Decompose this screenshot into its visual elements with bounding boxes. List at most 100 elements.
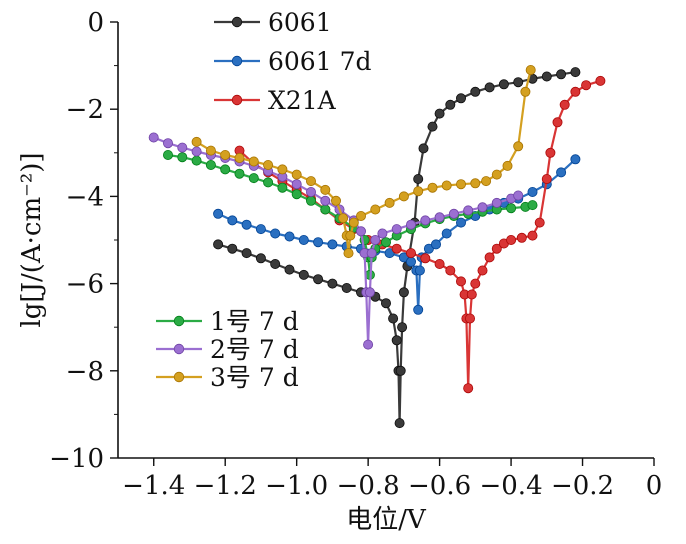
data-point [441, 180, 452, 191]
data-point [391, 243, 402, 254]
data-point [448, 208, 459, 219]
data-point [241, 248, 252, 259]
data-point [581, 80, 592, 91]
data-point [277, 182, 288, 193]
data-point [556, 167, 567, 178]
y-tick-label: −2 [66, 95, 104, 125]
data-point [284, 264, 295, 275]
data-point [470, 86, 481, 97]
data-point [427, 121, 438, 132]
data-point [320, 195, 331, 206]
data-point [305, 186, 316, 197]
data-point [205, 145, 216, 156]
data-point [395, 365, 406, 376]
data-point [327, 239, 338, 250]
data-point [313, 237, 324, 248]
data-point [405, 219, 416, 230]
data-point [491, 169, 502, 180]
data-point [162, 138, 173, 149]
data-point [345, 230, 356, 241]
data-point [327, 278, 338, 289]
data-point [477, 265, 488, 276]
data-point [413, 186, 424, 197]
data-point [248, 156, 259, 167]
data-point [552, 117, 563, 128]
data-point [191, 136, 202, 147]
data-point [477, 202, 488, 213]
data-point [364, 287, 375, 298]
data-point [291, 169, 302, 180]
data-point [463, 383, 474, 394]
data-point [463, 205, 474, 216]
legend-item: 1号 7 d [156, 307, 299, 336]
data-point [162, 149, 173, 160]
data-point [464, 313, 475, 324]
data-point [430, 239, 441, 250]
y-axis-title: lg[J/(A·cm⁻²)] [17, 152, 47, 327]
y-tick-label: −8 [66, 357, 104, 387]
data-point [291, 189, 302, 200]
data-point [541, 71, 552, 82]
data-point [527, 200, 538, 211]
x-tick-label: 0 [646, 471, 663, 501]
data-point [455, 93, 466, 104]
data-point [398, 287, 409, 298]
data-point [466, 289, 477, 300]
legend-item: 6061 7d [214, 47, 371, 76]
data-point [427, 182, 438, 193]
data-point [502, 160, 513, 171]
data-point [394, 418, 405, 429]
series-5 [191, 65, 536, 259]
data-point [527, 186, 538, 197]
x-tick-label: −1.0 [265, 471, 328, 501]
data-point [377, 228, 388, 239]
data-point [277, 164, 288, 175]
data-point [234, 168, 245, 179]
x-axis-title: 电位/V [346, 505, 427, 535]
data-point [595, 75, 606, 86]
data-point [355, 226, 366, 237]
legend-item: 2号 7 d [156, 335, 299, 364]
data-point [191, 155, 202, 166]
data-point [220, 164, 231, 175]
x-tick-label: −0.8 [337, 471, 400, 501]
data-point [556, 69, 567, 80]
data-point [177, 142, 188, 153]
data-point [570, 154, 581, 165]
data-point [455, 276, 466, 287]
data-point [388, 313, 399, 324]
data-point [397, 322, 408, 333]
data-point [434, 108, 445, 119]
data-point [506, 203, 517, 214]
data-point [343, 248, 354, 259]
data-point [363, 339, 374, 350]
data-point [384, 197, 395, 208]
data-point [298, 269, 309, 280]
data-point [384, 248, 395, 259]
legend-label: 6061 7d [268, 47, 371, 76]
legend-marker [231, 94, 243, 106]
legend-top: 6061 6061 7d X21A [214, 8, 371, 115]
data-point [263, 177, 274, 188]
data-point [534, 217, 545, 228]
data-point [513, 77, 524, 88]
data-point [527, 230, 538, 241]
data-point [434, 258, 445, 269]
data-point [491, 197, 502, 208]
data-point [481, 176, 492, 187]
data-point [348, 217, 359, 228]
data-point [413, 304, 424, 315]
data-point [320, 204, 331, 215]
data-point [398, 191, 409, 202]
data-point [513, 190, 524, 201]
data-point [470, 278, 481, 289]
data-point [525, 65, 536, 76]
data-point [255, 224, 266, 235]
data-point [380, 237, 391, 248]
data-point [491, 243, 502, 254]
data-point [366, 248, 377, 259]
legend-item: 6061 [214, 8, 332, 37]
data-point [338, 213, 349, 224]
series-0 [213, 67, 581, 429]
